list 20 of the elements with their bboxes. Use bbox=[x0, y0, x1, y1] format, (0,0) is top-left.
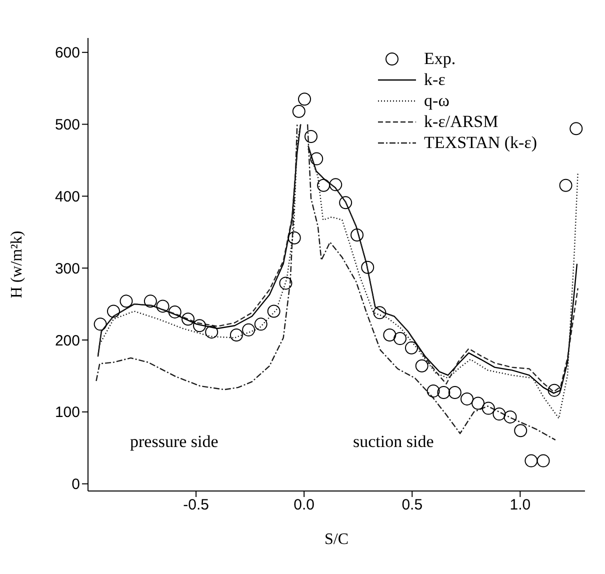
annotation: pressure side bbox=[130, 432, 218, 452]
x-tick-label: 0.5 bbox=[402, 496, 423, 514]
legend-label: TEXSTAN (k-ε) bbox=[424, 132, 537, 153]
y-tick-label: 400 bbox=[54, 188, 80, 206]
x-axis-title: S/C bbox=[324, 531, 349, 548]
legend-label: k-ε bbox=[424, 69, 446, 90]
y-tick-label: 100 bbox=[54, 404, 80, 422]
annotation: suction side bbox=[353, 432, 434, 452]
y-tick-label: 0 bbox=[72, 476, 80, 494]
y-tick-label: 300 bbox=[54, 260, 80, 278]
y-tick-label: 500 bbox=[54, 116, 80, 134]
y-axis-title: H (w/m²k) bbox=[8, 230, 26, 298]
y-tick-label: 600 bbox=[54, 44, 80, 62]
x-tick-label: -0.5 bbox=[183, 496, 209, 514]
x-tick-label: 0.0 bbox=[294, 496, 315, 514]
x-tick-label: 1.0 bbox=[510, 496, 531, 514]
legend-label: q-ω bbox=[424, 90, 450, 111]
legend-label: k-ε/ARSM bbox=[424, 111, 498, 132]
legend-label: Exp. bbox=[424, 48, 456, 69]
y-tick-label: 200 bbox=[54, 332, 80, 350]
